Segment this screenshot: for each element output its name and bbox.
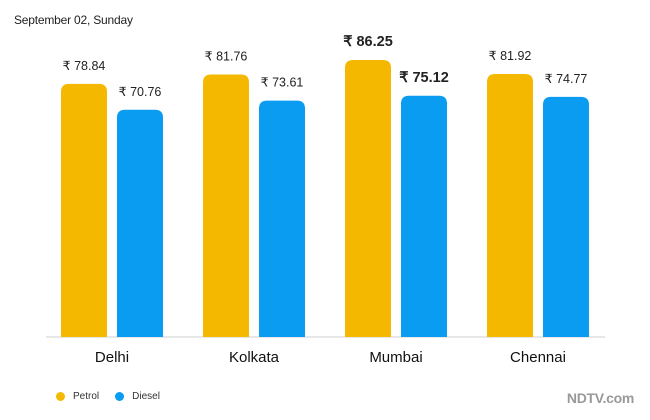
value-label-diesel-delhi: ₹ 70.76 — [119, 85, 162, 99]
legend-label-diesel: Diesel — [132, 391, 160, 402]
bar-petrol-mumbai — [345, 60, 391, 338]
category-label-chennai: Chennai — [510, 349, 566, 366]
bars-group — [61, 60, 589, 338]
value-label-diesel-kolkata: ₹ 73.61 — [261, 76, 304, 90]
bar-diesel-chennai — [543, 96, 589, 338]
bar-petrol-delhi — [61, 83, 107, 337]
legend-item-petrol: Petrol — [56, 391, 99, 402]
category-label-delhi: Delhi — [95, 349, 129, 366]
value-label-petrol-delhi: ₹ 78.84 — [63, 59, 106, 73]
bar-diesel-delhi — [117, 109, 163, 338]
category-label-mumbai: Mumbai — [369, 349, 422, 366]
bar-petrol-kolkata — [203, 74, 249, 337]
bar-diesel-mumbai — [401, 95, 447, 337]
chart-subtitle: September 02, Sunday — [14, 13, 133, 27]
value-label-petrol-mumbai: ₹ 86.25 — [343, 34, 393, 50]
bar-diesel-kolkata — [259, 100, 305, 337]
value-label-petrol-chennai: ₹ 81.92 — [489, 49, 532, 63]
legend: Petrol Diesel — [56, 391, 166, 402]
category-labels-group: Delhi Kolkata Mumbai Chennai — [95, 349, 566, 366]
legend-swatch-petrol — [56, 392, 65, 401]
category-label-kolkata: Kolkata — [229, 349, 280, 366]
bar-petrol-chennai — [487, 73, 533, 338]
value-labels-group: ₹ 78.84 ₹ 70.76 ₹ 81.76 ₹ 73.61 ₹ 86.25 ₹ 75.… — [63, 34, 588, 99]
value-label-petrol-kolkata: ₹ 81.76 — [205, 49, 248, 63]
legend-label-petrol: Petrol — [73, 391, 100, 402]
legend-item-diesel: Diesel — [115, 391, 160, 402]
value-label-diesel-chennai: ₹ 74.77 — [545, 72, 588, 86]
ndtv-logo: NDTV.com — [566, 390, 634, 406]
legend-swatch-diesel — [115, 392, 125, 401]
value-label-diesel-mumbai: ₹ 75.12 — [399, 70, 449, 86]
